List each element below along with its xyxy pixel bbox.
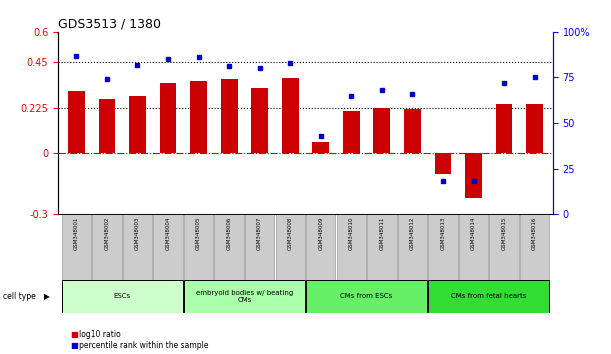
Bar — [465, 153, 482, 198]
Text: log10 ratio: log10 ratio — [79, 330, 121, 339]
Bar — [245, 214, 274, 280]
Text: ■: ■ — [70, 341, 78, 350]
Bar — [190, 81, 207, 153]
Text: GSM348016: GSM348016 — [532, 217, 537, 250]
Text: ESCs: ESCs — [114, 293, 131, 299]
Text: GSM348014: GSM348014 — [471, 217, 476, 250]
Bar — [343, 111, 360, 153]
Bar — [489, 214, 519, 280]
Bar — [153, 214, 183, 280]
Bar — [306, 214, 335, 280]
Text: GSM348002: GSM348002 — [104, 217, 109, 250]
Bar — [123, 214, 152, 280]
Bar — [373, 108, 390, 153]
Text: cell type: cell type — [3, 292, 36, 301]
Bar — [398, 214, 427, 280]
Bar — [184, 280, 305, 313]
Bar — [312, 142, 329, 153]
Bar — [496, 104, 513, 153]
Bar — [221, 79, 238, 153]
Bar — [459, 214, 488, 280]
Bar — [62, 214, 91, 280]
Bar — [92, 214, 122, 280]
Bar — [434, 153, 452, 174]
Text: GSM348010: GSM348010 — [349, 217, 354, 250]
Bar — [428, 214, 458, 280]
Bar — [367, 214, 397, 280]
Text: GSM348008: GSM348008 — [288, 217, 293, 250]
Bar — [337, 214, 366, 280]
Bar — [129, 96, 146, 153]
Text: GSM348005: GSM348005 — [196, 217, 201, 250]
Bar — [159, 82, 177, 153]
Text: GSM348006: GSM348006 — [227, 217, 232, 250]
Bar — [251, 87, 268, 153]
Text: ▶: ▶ — [44, 292, 50, 301]
Text: GSM348003: GSM348003 — [135, 217, 140, 250]
Text: GSM348009: GSM348009 — [318, 217, 323, 250]
Bar — [62, 280, 183, 313]
Text: percentile rank within the sample: percentile rank within the sample — [79, 341, 209, 350]
Bar — [520, 214, 549, 280]
Bar — [98, 99, 115, 153]
Text: GSM348001: GSM348001 — [74, 217, 79, 250]
Text: embryoid bodies w/ beating
CMs: embryoid bodies w/ beating CMs — [196, 290, 293, 303]
Text: CMs from fetal hearts: CMs from fetal hearts — [451, 293, 527, 299]
Text: ■: ■ — [70, 330, 78, 339]
Text: GSM348004: GSM348004 — [166, 217, 170, 250]
Text: GSM348015: GSM348015 — [502, 217, 507, 250]
Text: GSM348013: GSM348013 — [441, 217, 445, 250]
Text: GSM348007: GSM348007 — [257, 217, 262, 250]
Bar — [68, 91, 85, 153]
Text: GSM348012: GSM348012 — [410, 217, 415, 250]
Bar — [306, 280, 427, 313]
Bar — [282, 79, 299, 153]
Bar — [428, 280, 549, 313]
Text: GDS3513 / 1380: GDS3513 / 1380 — [58, 18, 161, 31]
Bar — [184, 214, 213, 280]
Text: CMs from ESCs: CMs from ESCs — [340, 293, 393, 299]
Text: GSM348011: GSM348011 — [379, 217, 384, 250]
Bar — [526, 104, 543, 153]
Bar — [404, 109, 421, 153]
Bar — [214, 214, 244, 280]
Bar — [276, 214, 305, 280]
